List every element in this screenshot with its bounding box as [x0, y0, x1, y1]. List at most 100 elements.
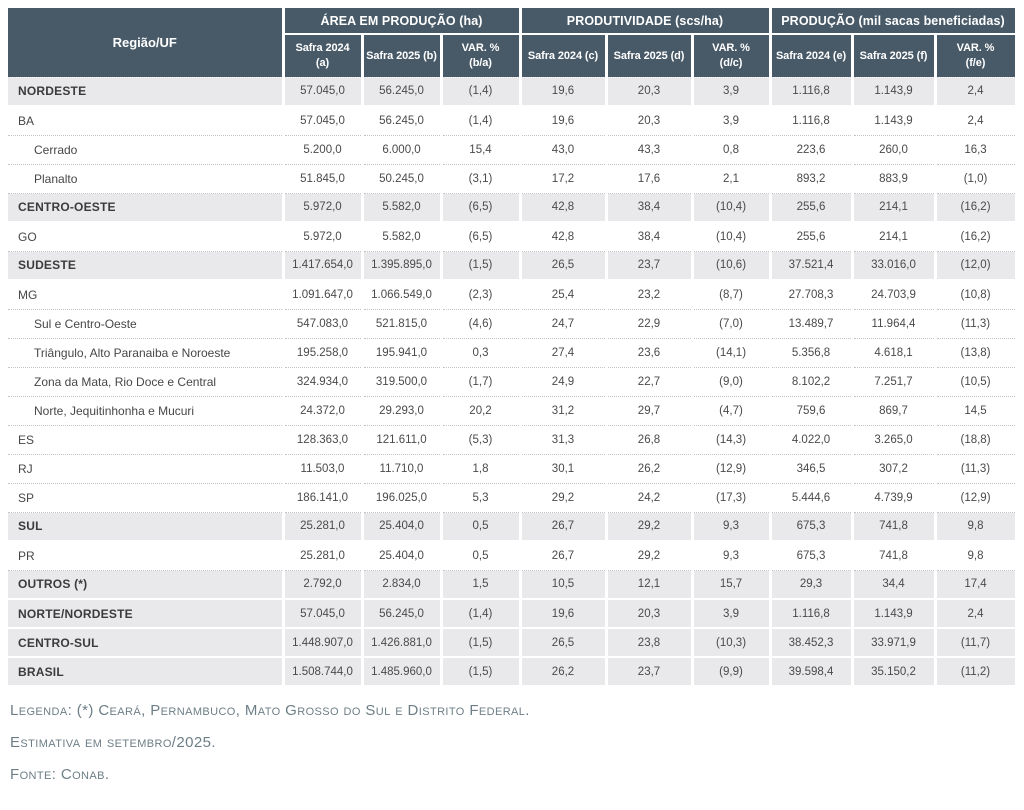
table-row: RJ 11.503,0 11.710,0 1,8 30,1 26,2 (12,9) 346,5…	[8, 454, 1018, 484]
region-label: BA	[8, 106, 285, 136]
table-row: BRASIL 1.508.744,0 1.485.960,0 (1,5) 26,2 23,…	[8, 657, 1018, 687]
data-cell: 7.251,7	[852, 367, 937, 397]
data-cell: 56.245,0	[362, 599, 443, 629]
col-header-safra-2025-d: Safra 2025 (d)	[606, 34, 694, 78]
data-cell: (11,2)	[935, 657, 1018, 687]
data-cell: (9,9)	[692, 657, 772, 687]
data-cell: (14,1)	[692, 338, 772, 368]
data-cell: 307,2	[852, 454, 937, 484]
data-cell: 0,5	[441, 512, 522, 542]
data-cell: 26,2	[520, 657, 608, 687]
data-cell: 23,2	[606, 280, 694, 310]
table-row: Sul e Centro-Oeste 547.083,0 521.815,0 (4,6…	[8, 309, 1018, 339]
data-cell: 12,1	[606, 570, 694, 600]
data-cell: 57.045,0	[283, 599, 364, 629]
data-cell: 5.582,0	[362, 193, 443, 223]
data-cell: 57.045,0	[283, 77, 364, 107]
data-cell: 26,7	[520, 541, 608, 571]
group-header-producao: PRODUÇÃO (mil sacas beneficiadas)	[770, 8, 1018, 35]
data-cell: 1.116,8	[770, 77, 854, 107]
data-cell: 121.611,0	[362, 425, 443, 455]
data-cell: (7,0)	[692, 309, 772, 339]
table-row: MG 1.091.647,0 1.066.549,0 (2,3) 25,4 23,2 (8,…	[8, 280, 1018, 310]
data-cell: 23,7	[606, 657, 694, 687]
data-cell: 8.102,2	[770, 367, 854, 397]
table-row: SUL 25.281,0 25.404,0 0,5 26,7 29,2 9,3 675,3 74…	[8, 512, 1018, 542]
col-header-safra-2025-b: Safra 2025 (b)	[362, 34, 443, 78]
data-cell: 13.489,7	[770, 309, 854, 339]
data-cell: 4.022,0	[770, 425, 854, 455]
data-cell: (1,4)	[441, 599, 522, 629]
data-cell: 29,7	[606, 396, 694, 426]
col-header-var-ba: VAR. % (b/a)	[441, 34, 522, 78]
data-cell: 25.404,0	[362, 512, 443, 542]
data-cell: 9,8	[935, 541, 1018, 571]
table-row: Norte, Jequitinhonha e Mucuri 24.372,0 29.…	[8, 396, 1018, 426]
data-cell: 324.934,0	[283, 367, 364, 397]
data-cell: (1,4)	[441, 106, 522, 136]
region-label: SUDESTE	[8, 251, 285, 281]
region-label: Sul e Centro-Oeste	[8, 309, 285, 339]
data-cell: 5.972,0	[283, 193, 364, 223]
region-label: CENTRO-OESTE	[8, 193, 285, 223]
region-label: GO	[8, 222, 285, 252]
data-cell: 35.150,2	[852, 657, 937, 687]
data-cell: 24,7	[520, 309, 608, 339]
data-cell: (1,5)	[441, 628, 522, 658]
data-cell: 1.143,9	[852, 599, 937, 629]
data-cell: 16,3	[935, 135, 1018, 165]
data-cell: 11.964,4	[852, 309, 937, 339]
table-row: Triângulo, Alto Paranaiba e Noroeste 195.…	[8, 338, 1018, 368]
col-header-safra-2024-c: Safra 2024 (c)	[520, 34, 608, 78]
data-cell: (1,5)	[441, 657, 522, 687]
data-cell: 3,9	[692, 599, 772, 629]
data-cell: 1.508.744,0	[283, 657, 364, 687]
data-cell: (11,7)	[935, 628, 1018, 658]
data-cell: 128.363,0	[283, 425, 364, 455]
table-row: GO 5.972,0 5.582,0 (6,5) 42,8 38,4 (10,4) 255,6…	[8, 222, 1018, 252]
data-cell: 15,7	[692, 570, 772, 600]
table-row: PR 25.281,0 25.404,0 0,5 26,7 29,2 9,3 675,3 741…	[8, 541, 1018, 571]
data-cell: 22,9	[606, 309, 694, 339]
data-cell: 29,3	[770, 570, 854, 600]
sub-header-row: Safra 2024 (a) Safra 2025 (b) VAR. % (b/…	[8, 34, 1018, 78]
data-cell: (16,2)	[935, 222, 1018, 252]
footer-notes: Legenda: (*) Ceará, Pernambuco, Mato Gro…	[10, 701, 1024, 785]
data-cell: 1,8	[441, 454, 522, 484]
col-header-safra-2024-a: Safra 2024 (a)	[283, 34, 364, 78]
data-cell: (12,9)	[935, 483, 1018, 513]
table-row: NORTE/NORDESTE 57.045,0 56.245,0 (1,4) 19,6 2…	[8, 599, 1018, 629]
data-cell: 214,1	[852, 193, 937, 223]
data-cell: 26,5	[520, 251, 608, 281]
region-label: NORTE/NORDESTE	[8, 599, 285, 629]
source-note: Fonte: Conab.	[10, 766, 110, 783]
data-cell: 2,1	[692, 164, 772, 194]
data-cell: 11.503,0	[283, 454, 364, 484]
region-label: MG	[8, 280, 285, 310]
data-cell: (17,3)	[692, 483, 772, 513]
data-cell: 3,9	[692, 106, 772, 136]
data-cell: (11,3)	[935, 454, 1018, 484]
data-cell: 186.141,0	[283, 483, 364, 513]
data-cell: 43,0	[520, 135, 608, 165]
table-header: Região/UF ÁREA EM PRODUÇÃO (ha) PRODUTIV…	[8, 8, 1018, 78]
data-cell: 26,5	[520, 628, 608, 658]
data-cell: 1.143,9	[852, 106, 937, 136]
production-table: Região/UF ÁREA EM PRODUÇÃO (ha) PRODUTIV…	[8, 8, 1018, 687]
data-cell: 5,3	[441, 483, 522, 513]
data-cell: 24.372,0	[283, 396, 364, 426]
data-cell: 56.245,0	[362, 77, 443, 107]
data-cell: 547.083,0	[283, 309, 364, 339]
data-cell: (10,5)	[935, 367, 1018, 397]
data-cell: 23,8	[606, 628, 694, 658]
table-row: OUTROS (*) 2.792,0 2.834,0 1,5 10,5 12,1 15,7 2…	[8, 570, 1018, 600]
data-cell: 27.708,3	[770, 280, 854, 310]
table-body: NORDESTE 57.045,0 56.245,0 (1,4) 19,6 20,3 3,9…	[8, 77, 1018, 687]
table-row: BA 57.045,0 56.245,0 (1,4) 19,6 20,3 3,9 1.116,…	[8, 106, 1018, 136]
region-label: Zona da Mata, Rio Doce e Central	[8, 367, 285, 397]
data-cell: (3,1)	[441, 164, 522, 194]
data-cell: 42,8	[520, 222, 608, 252]
data-cell: 19,6	[520, 106, 608, 136]
data-cell: 5.444,6	[770, 483, 854, 513]
data-cell: (10,4)	[692, 193, 772, 223]
